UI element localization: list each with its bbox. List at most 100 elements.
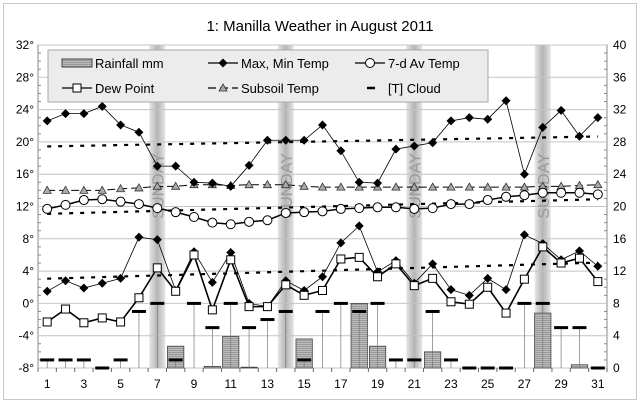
y-left-tick-label: 24° — [16, 103, 34, 117]
subsoil-temp-point — [42, 185, 52, 194]
avg-temp-point — [427, 203, 438, 214]
y-right-tick-label: 20 — [613, 200, 627, 214]
dew-point-point — [299, 290, 309, 300]
avg-temp-point — [574, 187, 585, 198]
min-temp-point — [483, 273, 493, 283]
min-temp-point — [79, 283, 89, 293]
legend-square-marker-icon — [72, 83, 82, 93]
max-temp-trendline — [47, 135, 598, 148]
avg-temp-point — [537, 187, 548, 198]
min-temp-point — [226, 248, 236, 258]
max-temp-point — [299, 135, 309, 145]
min-temp-point — [42, 286, 52, 296]
subsoil-temp-point — [464, 182, 475, 191]
legend-label: Rainfall mm — [95, 56, 164, 71]
min-temp-point — [134, 232, 144, 242]
max-temp-point — [134, 127, 144, 137]
avg-temp-point — [189, 211, 200, 222]
avg-temp-point — [556, 187, 567, 198]
avg-temp-point — [409, 203, 420, 214]
subsoil-temp-point — [79, 185, 89, 194]
avg-temp-point — [280, 207, 291, 218]
subsoil-temp-point — [115, 183, 126, 193]
max-temp-point — [152, 161, 162, 171]
avg-temp-point — [225, 219, 236, 230]
legend-item: [T] Cloud — [367, 81, 441, 96]
dew-point-point — [262, 302, 272, 312]
x-tick-label: 17 — [334, 377, 348, 391]
max-temp-point — [226, 181, 236, 191]
subsoil-temp-point — [97, 185, 107, 194]
avg-temp-point — [42, 203, 53, 214]
min-temp-point — [593, 261, 603, 271]
legend-circle-marker-icon — [365, 58, 375, 68]
dew-point-point — [226, 255, 236, 265]
min-temp-point — [501, 285, 511, 295]
x-tick-label: 29 — [554, 377, 568, 391]
avg-temp-point — [97, 194, 108, 205]
max-temp-point — [446, 116, 456, 126]
avg-temp-point — [372, 202, 383, 213]
dew-point-point — [391, 259, 401, 269]
subsoil-temp-point — [281, 179, 291, 189]
dew-point-point — [446, 297, 456, 307]
min-temp-point — [61, 276, 71, 286]
y-right-tick-label: 8 — [613, 296, 620, 310]
max-temp-point — [574, 131, 584, 141]
dew-point-point — [318, 285, 327, 295]
avg-temp-point — [592, 189, 603, 200]
subsoil-temp-point — [262, 179, 273, 189]
avg-temp-point — [464, 199, 475, 210]
y-left-tick-label: 0° — [23, 296, 35, 310]
max-temp-point — [281, 135, 291, 145]
dew-point-point — [556, 258, 566, 268]
legend-rainfall-swatch — [61, 58, 93, 68]
subsoil-temp-point — [519, 182, 530, 191]
subsoil-temp-point — [501, 182, 511, 191]
y-right-tick-label: 12 — [613, 264, 627, 278]
dew-point-point — [574, 253, 584, 263]
x-tick-label: 23 — [444, 377, 458, 391]
max-temp-point — [79, 109, 89, 119]
dew-point-point — [207, 305, 217, 315]
avg-temp-point — [519, 190, 530, 201]
x-tick-label: 7 — [154, 377, 161, 391]
subsoil-temp-point — [170, 181, 181, 190]
dew-point-point — [428, 273, 438, 283]
dew-point-point — [483, 282, 493, 292]
x-tick-label: 31 — [591, 377, 605, 391]
subsoil-temp-point — [152, 181, 162, 190]
y-right-tick-label: 24 — [613, 167, 627, 181]
min-temp-point — [354, 221, 364, 231]
x-tick-label: 15 — [297, 377, 311, 391]
min-temp-point — [207, 277, 217, 287]
y-left-tick-label: 32° — [16, 38, 34, 52]
min-temp-trendline — [47, 261, 598, 280]
legend-label: Max, Min Temp — [241, 56, 329, 71]
dew-point-point — [134, 293, 144, 303]
max-temp-point — [483, 114, 493, 124]
avg-temp-point — [354, 203, 365, 214]
x-tick-label: 11 — [224, 377, 237, 391]
min-temp-point — [318, 272, 327, 282]
legend-item: Rainfall mm — [61, 56, 164, 71]
dew-point-point — [42, 317, 52, 327]
max-temp-point — [464, 113, 474, 123]
min-temp-point — [428, 259, 438, 269]
y-left-tick-label: -4° — [19, 329, 35, 343]
max-temp-point — [262, 135, 272, 145]
dew-point-point — [152, 263, 162, 273]
max-temp-point — [244, 160, 254, 170]
y-left-tick-label: 12° — [16, 200, 34, 214]
y-left-tick-label: 28° — [16, 70, 34, 84]
dew-point-point — [538, 242, 548, 252]
dew-point-point — [354, 252, 364, 262]
y-left-tick-label: -8° — [19, 361, 35, 375]
subsoil-temp-point — [244, 179, 254, 189]
max-temp-point — [336, 146, 346, 156]
subsoil-temp-point — [134, 183, 144, 192]
max-temp-point — [428, 138, 438, 148]
dew-point-point — [281, 280, 291, 290]
max-temp-point — [519, 169, 529, 179]
max-temp-point — [556, 105, 566, 115]
